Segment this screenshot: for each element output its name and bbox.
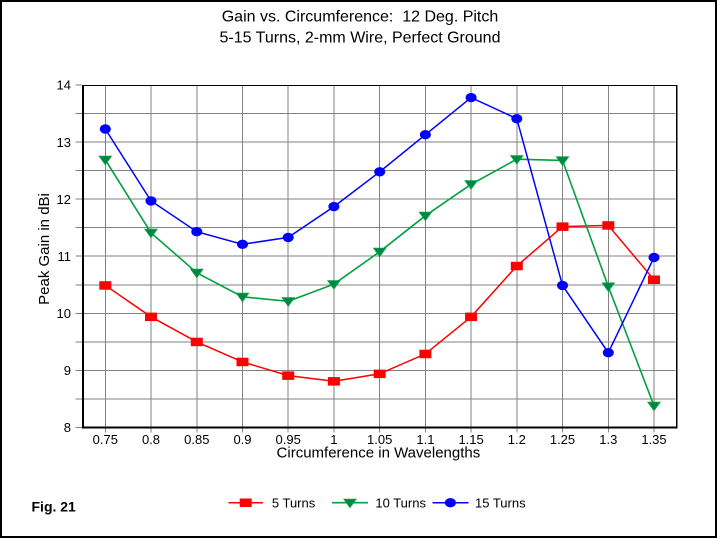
svg-text:1.2: 1.2 [508, 432, 526, 447]
svg-text:0.9: 0.9 [233, 432, 251, 447]
svg-text:0.85: 0.85 [184, 432, 209, 447]
svg-text:14: 14 [57, 78, 71, 93]
svg-text:0.75: 0.75 [93, 432, 118, 447]
svg-text:9: 9 [64, 363, 71, 378]
svg-text:1.15: 1.15 [458, 432, 483, 447]
svg-text:15 Turns: 15 Turns [475, 496, 526, 511]
svg-text:5-15 Turns, 2-mm Wire, Perfect: 5-15 Turns, 2-mm Wire, Perfect Ground [220, 30, 501, 47]
svg-text:5 Turns: 5 Turns [272, 496, 316, 511]
svg-text:1.1: 1.1 [416, 432, 434, 447]
svg-text:13: 13 [57, 135, 71, 150]
svg-text:11: 11 [58, 249, 72, 264]
svg-text:1.05: 1.05 [367, 432, 392, 447]
svg-text:Peak Gain in dBi: Peak Gain in dBi [36, 193, 53, 305]
svg-text:8: 8 [64, 420, 71, 435]
svg-text:12: 12 [57, 192, 71, 207]
svg-text:Circumference in Wavelengths: Circumference in Wavelengths [277, 445, 481, 462]
svg-text:Fig. 21: Fig. 21 [32, 499, 77, 515]
svg-text:1.35: 1.35 [641, 432, 666, 447]
svg-text:Gain vs. Circumference: 12 De: Gain vs. Circumference: 12 Deg. Pitch [222, 9, 499, 26]
svg-text:1.3: 1.3 [599, 432, 617, 447]
svg-text:1: 1 [330, 432, 337, 447]
svg-text:10 Turns: 10 Turns [375, 496, 426, 511]
svg-text:1.25: 1.25 [550, 432, 575, 447]
svg-text:10: 10 [57, 306, 71, 321]
svg-text:0.95: 0.95 [276, 432, 301, 447]
svg-text:0.8: 0.8 [142, 432, 160, 447]
